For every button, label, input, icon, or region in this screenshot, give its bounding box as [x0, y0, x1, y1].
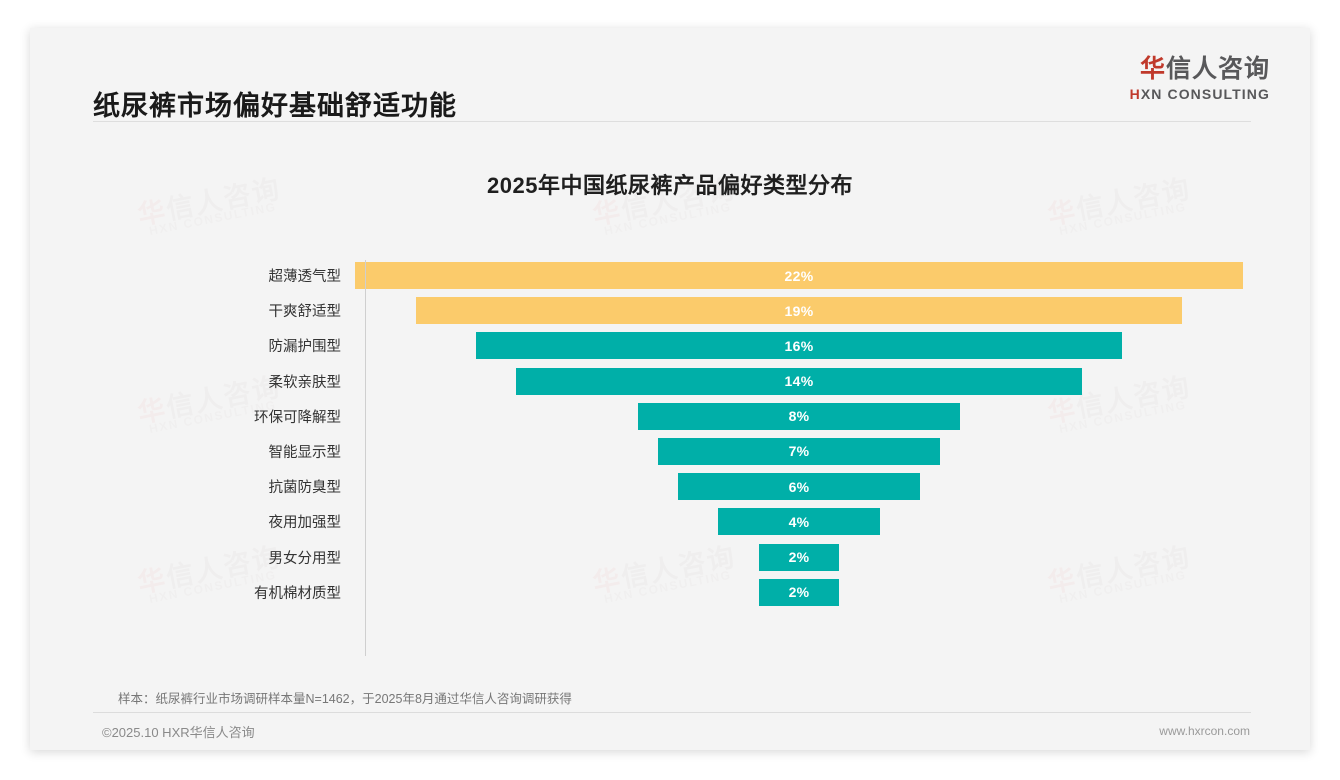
chart-bar: 6% [677, 473, 921, 501]
bar-value-label: 6% [788, 478, 810, 495]
bar-value-label: 4% [788, 513, 810, 530]
page-title: 纸尿裤市场偏好基础舒适功能 [93, 91, 457, 121]
bar-track: 14% [355, 364, 1253, 399]
chart-bar-row: 智能显示型 7% [93, 434, 1253, 469]
category-label: 防漏护围型 [268, 339, 342, 356]
bar-value-label: 8% [788, 408, 810, 425]
chart-bar: 2% [758, 543, 840, 571]
chart-bar: 8% [637, 402, 961, 430]
logo-rest-chars: 信人咨询 [1165, 55, 1270, 83]
category-label: 抗菌防臭型 [268, 480, 342, 497]
chart-bar: 14% [516, 367, 1082, 395]
bar-value-label: 19% [784, 302, 814, 319]
brand-logo: 华信人咨询 HXN CONSULTING [1130, 55, 1270, 102]
chart-bar: 22% [355, 262, 1243, 289]
chart-bar: 16% [476, 332, 1122, 360]
chart-bar-row: 柔软亲肤型 14% [93, 364, 1253, 399]
chart-bar-row: 防漏护围型 16% [93, 328, 1253, 363]
bar-track: 7% [355, 434, 1253, 469]
chart-title: 2025年中国纸尿裤产品偏好类型分布 [487, 173, 853, 198]
bar-track: 2% [355, 575, 1253, 610]
category-label: 智能显示型 [268, 445, 342, 462]
chart-bar-row: 超薄透气型 22% [93, 258, 1253, 293]
logo-en-accent: H [1129, 85, 1141, 102]
category-label: 男女分用型 [268, 550, 342, 567]
chart-bar: 7% [657, 437, 941, 465]
bar-value-label: 7% [788, 443, 810, 460]
watermark-en: HXN CONSULTING [1057, 199, 1188, 239]
bar-track: 2% [355, 540, 1253, 575]
logo-en-rest: XN CONSULTING [1140, 85, 1270, 102]
bar-track: 22% [355, 258, 1253, 293]
bar-value-label: 16% [784, 337, 814, 354]
category-label: 环保可降解型 [254, 409, 341, 426]
copyright-text: ©2025.10 HXR华信人咨询 [102, 725, 255, 740]
chart-bar-row: 干爽舒适型 19% [93, 293, 1253, 328]
chart-bar: 19% [415, 297, 1183, 325]
chart-bar-row: 有机棉材质型 2% [93, 575, 1253, 610]
bar-track: 8% [355, 399, 1253, 434]
category-label: 柔软亲肤型 [268, 374, 342, 391]
chart-bar-rows: 超薄透气型 22% 干爽舒适型 19% 防漏护围型 16% 柔软亲肤型 14% 环保可降解型 8%… [93, 258, 1253, 610]
chart-bar: 4% [718, 508, 880, 536]
logo-chinese-text: 华信人咨询 [1130, 55, 1270, 84]
footer-divider [93, 712, 1251, 713]
bar-value-label: 2% [788, 549, 810, 565]
watermark-en: HXN CONSULTING [602, 199, 733, 239]
bar-value-label: 22% [784, 267, 814, 284]
logo-accent-char: 华 [1139, 55, 1166, 83]
funnel-bar-chart: 超薄透气型 22% 干爽舒适型 19% 防漏护围型 16% 柔软亲肤型 14% 环保可降解型 8%… [93, 258, 1253, 658]
slide-header: 纸尿裤市场偏好基础舒适功能 华信人咨询 HXN CONSULTING [30, 28, 1310, 122]
chart-axis-line [365, 260, 366, 656]
bar-value-label: 2% [788, 584, 810, 601]
category-label: 夜用加强型 [268, 515, 342, 532]
chart-bar-row: 抗菌防臭型 6% [93, 469, 1253, 504]
bar-value-label: 14% [784, 373, 814, 390]
source-note: 样本：纸尿裤行业市场调研样本量N=1462，于2025年8月通过华信人咨询调研获… [118, 692, 572, 706]
chart-bar-row: 夜用加强型 4% [93, 504, 1253, 539]
bar-track: 16% [355, 328, 1253, 363]
bar-track: 4% [355, 504, 1253, 539]
watermark-en: HXN CONSULTING [147, 199, 278, 239]
chart-bar-row: 男女分用型 2% [93, 540, 1253, 575]
slide-canvas: 华信人咨询 HXN CONSULTING 华信人咨询 HXN CONSULTIN… [30, 28, 1310, 750]
website-url: www.hxrcon.com [1159, 724, 1250, 738]
bar-track: 19% [355, 293, 1253, 328]
chart-bar: 2% [758, 578, 840, 606]
category-label: 超薄透气型 [268, 269, 342, 286]
header-divider [93, 121, 1251, 122]
logo-english-text: HXN CONSULTING [1130, 86, 1270, 102]
category-label: 干爽舒适型 [268, 304, 342, 321]
chart-bar-row: 环保可降解型 8% [93, 399, 1253, 434]
category-label: 有机棉材质型 [254, 585, 341, 602]
bar-track: 6% [355, 469, 1253, 504]
